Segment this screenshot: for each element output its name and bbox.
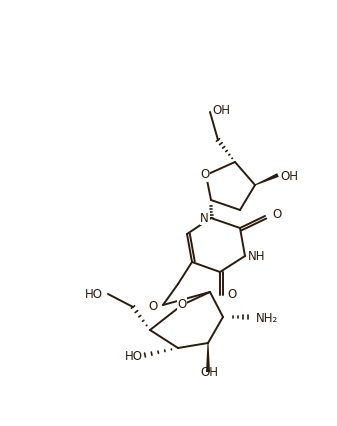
Text: N: N	[200, 211, 209, 225]
Text: NH: NH	[248, 250, 266, 264]
Text: O: O	[227, 288, 236, 302]
Text: HO: HO	[125, 351, 143, 363]
Text: HO: HO	[85, 288, 103, 300]
Text: O: O	[177, 297, 187, 311]
Text: OH: OH	[280, 170, 298, 182]
Text: O: O	[201, 169, 210, 181]
Text: O: O	[272, 208, 281, 222]
Text: O: O	[149, 299, 158, 313]
Polygon shape	[206, 343, 210, 372]
Text: NH₂: NH₂	[256, 311, 278, 325]
Text: OH: OH	[200, 366, 218, 380]
Polygon shape	[255, 173, 279, 185]
Text: OH: OH	[212, 104, 230, 118]
